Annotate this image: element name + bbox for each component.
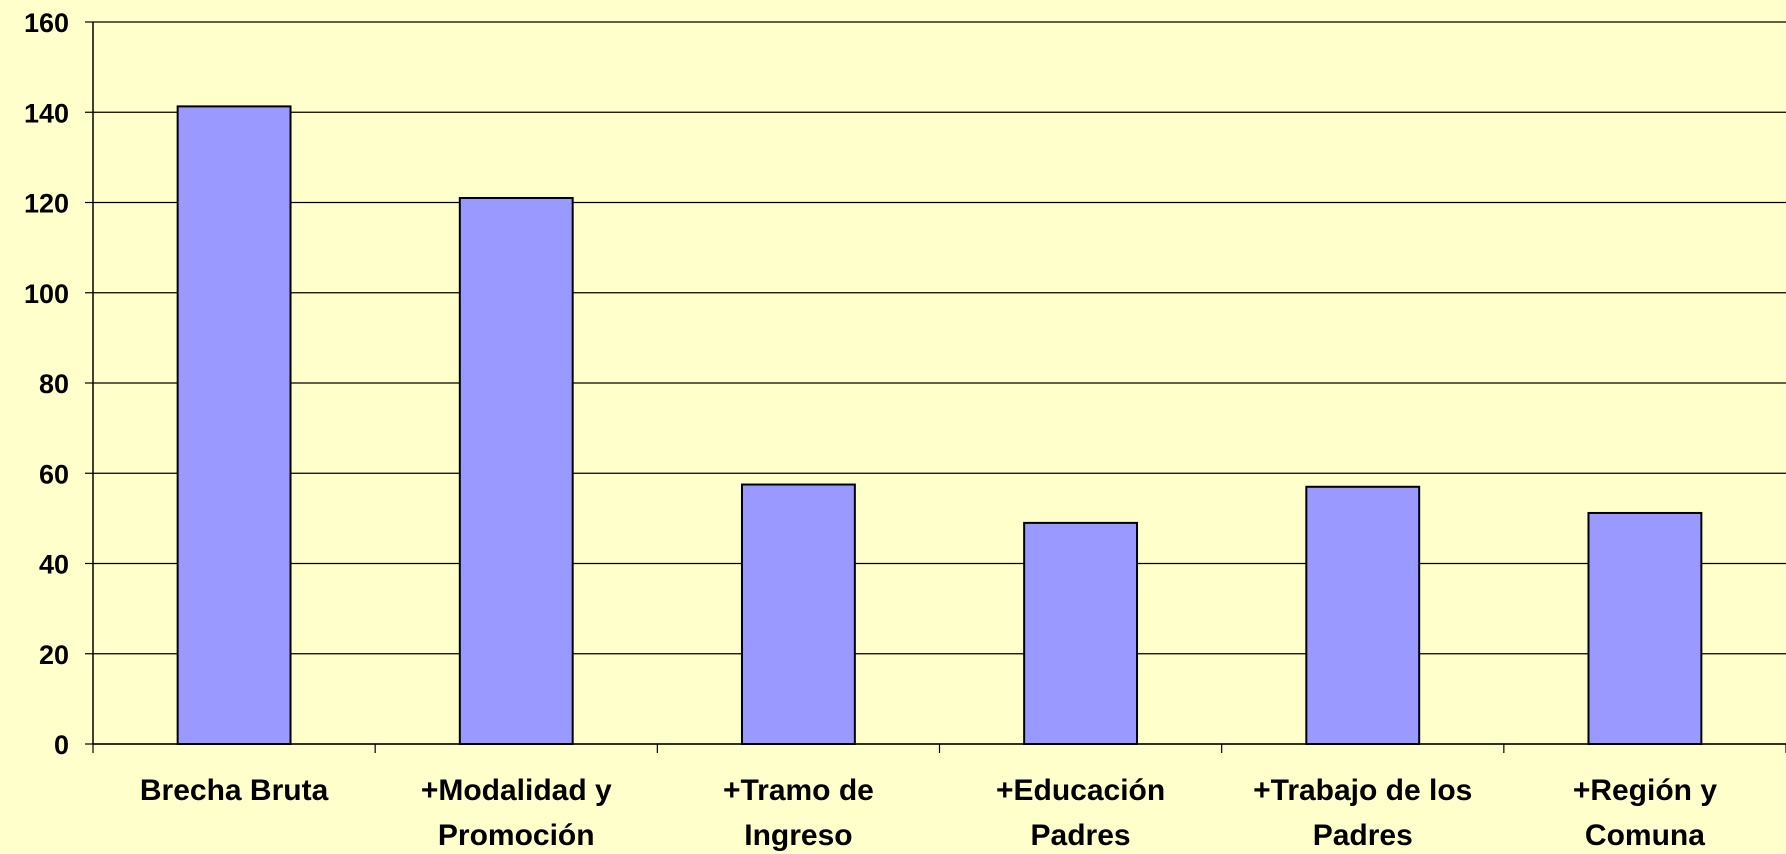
y-tick-label: 40 xyxy=(39,550,69,580)
bar xyxy=(740,483,856,745)
bar xyxy=(176,105,292,746)
bar xyxy=(1023,521,1139,746)
bar xyxy=(458,196,574,746)
x-tick-label: Promoción xyxy=(438,819,595,852)
x-tick-label: Comuna xyxy=(1585,819,1705,852)
x-tick-label: Padres xyxy=(1031,819,1131,852)
y-tick-label: 20 xyxy=(39,640,69,670)
x-tick-label: +Tramo de xyxy=(723,774,874,807)
x-tick-label: +Modalidad y xyxy=(421,774,612,807)
x-tick-label: Ingreso xyxy=(744,819,852,852)
y-tick-label: 120 xyxy=(24,189,69,219)
y-tick-label: 140 xyxy=(24,98,69,128)
x-tick-label: +Educación xyxy=(996,774,1165,807)
x-tick-label: +Trabajo de los xyxy=(1253,774,1472,807)
y-tick-label: 160 xyxy=(24,8,69,38)
y-tick-label: 60 xyxy=(39,459,69,489)
x-tick-label: Padres xyxy=(1313,819,1413,852)
bar xyxy=(1587,511,1703,746)
x-tick-label: Brecha Bruta xyxy=(140,774,329,807)
y-tick-label: 80 xyxy=(39,369,69,399)
y-tick-label: 100 xyxy=(24,279,69,309)
y-tick-label: 0 xyxy=(54,730,69,760)
x-tick-label: +Región y xyxy=(1573,774,1718,807)
bar xyxy=(1305,485,1421,745)
